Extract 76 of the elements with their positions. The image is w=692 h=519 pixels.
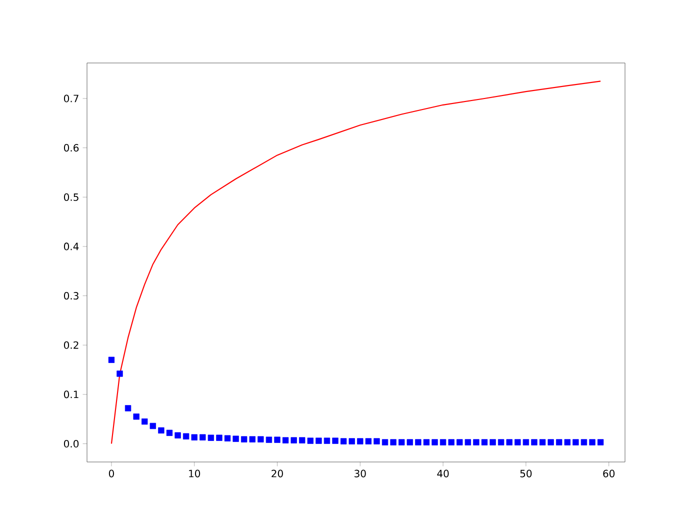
point bbox=[216, 434, 222, 441]
point bbox=[498, 439, 504, 446]
point bbox=[589, 439, 596, 446]
point bbox=[249, 436, 256, 442]
point bbox=[299, 437, 306, 444]
point bbox=[191, 434, 198, 440]
point bbox=[382, 439, 388, 446]
y-tick-label: 0.2 bbox=[64, 341, 78, 349]
point bbox=[332, 438, 338, 444]
point bbox=[232, 436, 239, 442]
point bbox=[290, 437, 297, 444]
point bbox=[266, 436, 272, 443]
y-tick-label: 0.4 bbox=[64, 242, 79, 250]
y-tick-label: 0.0 bbox=[64, 440, 79, 448]
point bbox=[374, 438, 380, 444]
point bbox=[150, 422, 156, 430]
point bbox=[423, 439, 430, 446]
point bbox=[506, 439, 512, 446]
y-tick-label: 0.1 bbox=[64, 390, 78, 398]
line-series bbox=[110, 80, 602, 444]
point bbox=[432, 439, 438, 446]
point bbox=[473, 439, 480, 446]
point bbox=[415, 439, 422, 446]
x-tick-label: 20 bbox=[272, 470, 283, 478]
x-tick-label: 0 bbox=[108, 470, 114, 478]
point bbox=[580, 439, 588, 446]
point bbox=[481, 439, 488, 446]
point bbox=[348, 438, 355, 444]
x-tick-label: 10 bbox=[189, 470, 200, 478]
point bbox=[597, 439, 604, 446]
point bbox=[398, 439, 405, 446]
point bbox=[539, 439, 546, 446]
point bbox=[490, 439, 496, 446]
point bbox=[556, 439, 562, 446]
point bbox=[241, 436, 248, 442]
point bbox=[124, 405, 132, 412]
point bbox=[440, 439, 446, 446]
point bbox=[174, 432, 181, 438]
point bbox=[390, 439, 396, 446]
point bbox=[182, 433, 190, 440]
point bbox=[531, 439, 538, 446]
point bbox=[208, 434, 214, 441]
point bbox=[522, 439, 530, 446]
point bbox=[357, 438, 364, 444]
point bbox=[464, 439, 472, 446]
point bbox=[514, 439, 521, 446]
point bbox=[307, 438, 314, 444]
point bbox=[340, 438, 347, 444]
point bbox=[133, 414, 140, 420]
point bbox=[282, 437, 289, 444]
y-tick-label: 0.6 bbox=[64, 144, 79, 152]
y-tick-label: 0.7 bbox=[64, 94, 78, 102]
x-tick-label: 60 bbox=[603, 470, 615, 478]
point bbox=[316, 438, 322, 444]
point bbox=[108, 356, 115, 363]
point bbox=[572, 439, 579, 446]
point bbox=[324, 438, 330, 444]
point bbox=[456, 439, 463, 446]
point bbox=[116, 370, 123, 377]
point bbox=[448, 439, 454, 446]
point bbox=[365, 438, 372, 444]
point bbox=[158, 427, 164, 434]
y-tick-label: 0.3 bbox=[64, 292, 78, 300]
x-tick-label: 40 bbox=[437, 470, 449, 478]
x-tick-label: 50 bbox=[520, 470, 532, 478]
point bbox=[258, 436, 264, 442]
point bbox=[166, 430, 173, 436]
point bbox=[564, 439, 570, 446]
point bbox=[548, 439, 554, 446]
y-tick-label: 0.5 bbox=[64, 193, 78, 201]
point bbox=[274, 436, 280, 443]
point bbox=[224, 435, 231, 442]
point bbox=[200, 434, 206, 440]
point bbox=[142, 418, 148, 425]
point bbox=[406, 439, 413, 446]
x-tick-label: 30 bbox=[354, 470, 366, 478]
